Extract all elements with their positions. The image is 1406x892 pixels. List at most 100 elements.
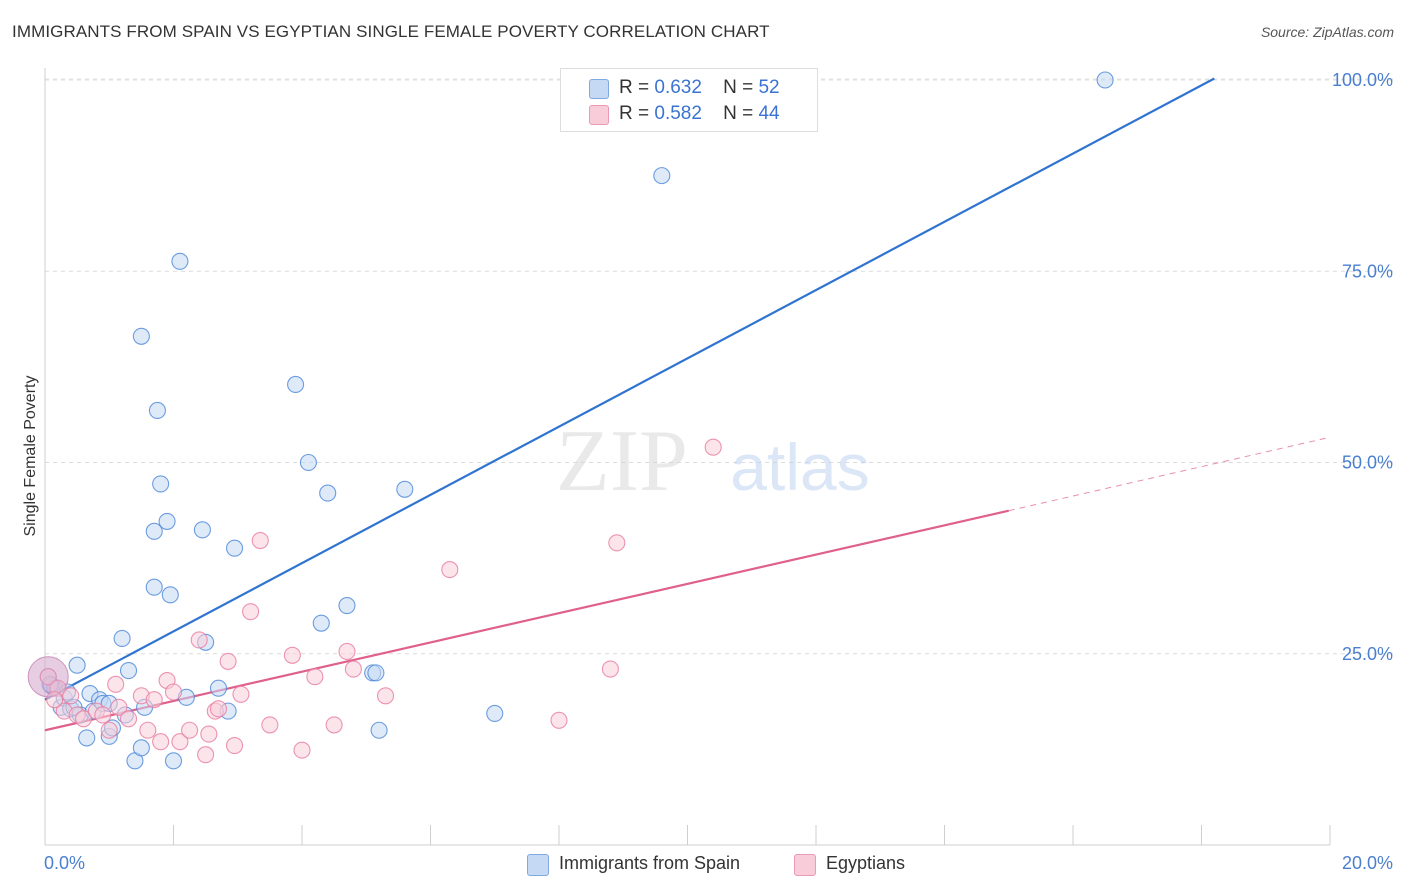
point-egyptians bbox=[75, 710, 93, 728]
point-egyptians bbox=[62, 687, 80, 705]
point-spain bbox=[225, 539, 244, 557]
point-egyptians bbox=[550, 711, 568, 729]
x-tick-label: 0.0% bbox=[44, 853, 85, 873]
point-spain bbox=[145, 578, 163, 596]
trend-line-spain bbox=[44, 77, 1215, 701]
legend-n-label: N = bbox=[723, 77, 754, 98]
point-spain bbox=[164, 752, 183, 770]
point-egyptians bbox=[601, 660, 619, 678]
x-tick-label: 20.0% bbox=[1342, 853, 1393, 873]
source-label: Source: ZipAtlas.com bbox=[1260, 24, 1394, 40]
point-egyptians bbox=[325, 716, 343, 734]
point-spain bbox=[193, 521, 211, 539]
y-axis-title: Single Female Poverty bbox=[22, 376, 39, 537]
legend-r-value: 0.632 bbox=[654, 77, 702, 98]
bottom-legend-swatch-spain bbox=[527, 854, 549, 876]
point-spain bbox=[161, 586, 179, 604]
point-spain bbox=[312, 614, 330, 632]
point-spain bbox=[653, 167, 671, 185]
point-egyptians bbox=[200, 725, 218, 743]
point-egyptians bbox=[119, 710, 138, 728]
point-egyptians bbox=[251, 531, 269, 550]
point-spain bbox=[486, 704, 504, 722]
point-egyptians bbox=[344, 660, 362, 678]
point-egyptians bbox=[209, 700, 228, 718]
axes bbox=[44, 68, 1331, 846]
legend-row-spain: R = 0.632 N = 52 bbox=[561, 75, 817, 101]
point-egyptians bbox=[181, 721, 199, 739]
legend-r-label: R = bbox=[619, 103, 650, 124]
point-egyptians bbox=[608, 534, 626, 552]
point-spain bbox=[152, 475, 170, 493]
point-egyptians-large bbox=[27, 656, 69, 698]
point-egyptians bbox=[441, 561, 459, 579]
point-spain bbox=[396, 480, 414, 498]
legend-n-value: 52 bbox=[758, 77, 780, 98]
point-egyptians bbox=[152, 733, 170, 751]
legend-swatch-spain bbox=[589, 79, 609, 99]
tick-labels: 25.0% 50.0% 75.0% 100.0% 0.0% 20.0% bbox=[44, 70, 1393, 873]
bottom-legend-swatch-egyptians bbox=[794, 854, 816, 876]
point-egyptians bbox=[110, 698, 128, 716]
point-egyptians bbox=[145, 691, 163, 709]
point-spain bbox=[132, 327, 150, 345]
point-spain bbox=[68, 656, 86, 674]
trend-line-egyptians-extension bbox=[1008, 436, 1331, 512]
point-spain bbox=[113, 629, 131, 648]
point-egyptians bbox=[107, 675, 125, 693]
point-spain bbox=[1096, 71, 1114, 89]
legend-swatch-egyptians bbox=[589, 105, 609, 125]
correlation-legend: R = 0.632 N = 52 R = 0.582 N = 44 bbox=[560, 68, 818, 132]
point-egyptians bbox=[704, 438, 722, 456]
watermark: ZIP atlas bbox=[556, 413, 870, 510]
legend-n-label: N = bbox=[723, 103, 754, 124]
point-spain bbox=[287, 375, 305, 394]
point-spain bbox=[370, 721, 388, 739]
point-egyptians bbox=[219, 652, 237, 670]
point-egyptians bbox=[225, 736, 244, 755]
bottom-legend-label-egyptians: Egyptians bbox=[826, 853, 906, 873]
bottom-legend-spain: Immigrants from Spain bbox=[527, 852, 787, 876]
y-tick-label: 100.0% bbox=[1332, 70, 1393, 90]
bottom-legend-label-spain: Immigrants from Spain bbox=[559, 853, 741, 873]
point-spain bbox=[171, 252, 189, 270]
grid-lines bbox=[45, 78, 1394, 655]
point-spain bbox=[148, 401, 166, 420]
point-egyptians bbox=[306, 668, 324, 686]
data-points bbox=[27, 71, 1114, 770]
trend-lines bbox=[44, 77, 1331, 732]
legend-r-value: 0.582 bbox=[654, 103, 702, 124]
legend-n-value: 44 bbox=[758, 103, 780, 124]
bottom-legend-egyptians: Egyptians bbox=[794, 852, 934, 876]
point-spain bbox=[367, 664, 385, 682]
chart-title: IMMIGRANTS FROM SPAIN VS EGYPTIAN SINGLE… bbox=[12, 22, 770, 41]
point-egyptians bbox=[94, 706, 112, 724]
point-spain bbox=[299, 453, 317, 472]
point-egyptians bbox=[261, 716, 279, 734]
point-egyptians bbox=[46, 691, 64, 709]
point-egyptians bbox=[293, 741, 311, 759]
point-egyptians bbox=[190, 631, 208, 649]
watermark-atlas: atlas bbox=[730, 430, 869, 504]
point-egyptians bbox=[338, 642, 356, 661]
point-egyptians bbox=[283, 646, 301, 664]
legend-r-label: R = bbox=[619, 77, 650, 98]
y-tick-label: 25.0% bbox=[1342, 644, 1393, 664]
point-egyptians bbox=[139, 721, 157, 739]
legend-row-egyptians: R = 0.582 N = 44 bbox=[561, 101, 817, 127]
point-spain bbox=[319, 484, 337, 502]
y-tick-label: 75.0% bbox=[1342, 261, 1393, 281]
point-spain bbox=[338, 597, 356, 615]
point-egyptians bbox=[242, 603, 260, 621]
point-egyptians bbox=[100, 721, 118, 739]
trend-line-egyptians bbox=[44, 509, 1009, 732]
point-spain bbox=[132, 739, 150, 757]
point-egyptians bbox=[164, 683, 183, 701]
point-egyptians bbox=[171, 733, 189, 751]
watermark-zip: ZIP bbox=[556, 413, 688, 510]
point-egyptians bbox=[376, 687, 395, 705]
point-egyptians bbox=[39, 668, 57, 686]
y-tick-label: 50.0% bbox=[1342, 453, 1393, 473]
point-spain bbox=[209, 679, 228, 697]
